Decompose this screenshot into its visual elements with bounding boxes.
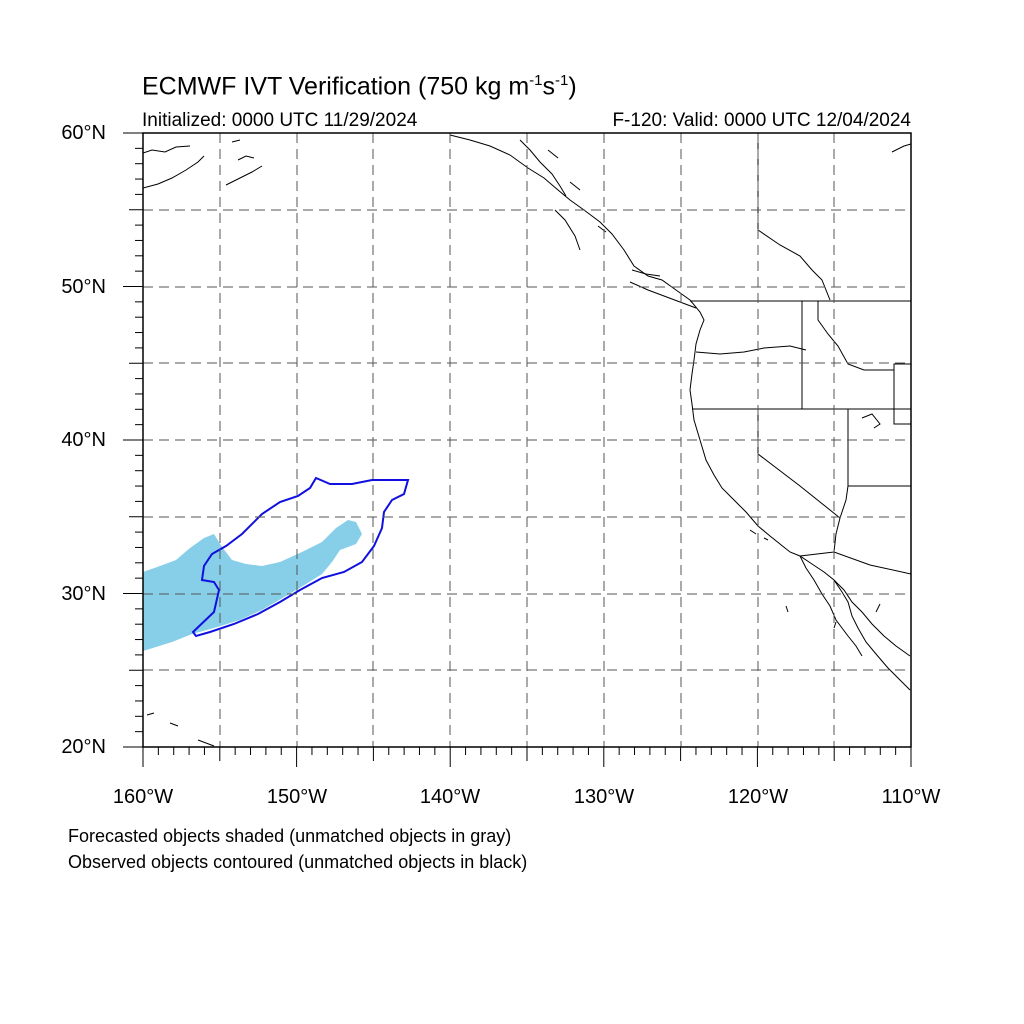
- coastline-baja: [799, 555, 911, 657]
- observed-ivt-contour: [191, 476, 410, 638]
- lat-label-20n: 20°N: [61, 736, 106, 758]
- lon-label-160w: 160°W: [112, 786, 174, 808]
- map-gridlines: [143, 133, 911, 747]
- initialized-time: Initialized: 0000 UTC 11/29/2024: [142, 110, 418, 131]
- axis-ticks: [123, 132, 912, 767]
- valid-time: F-120: Valid: 0000 UTC 12/04/2024: [612, 110, 911, 131]
- coastline-alaska-panhandle: [519, 139, 697, 309]
- lon-label-130w: 130°W: [573, 786, 635, 808]
- forecast-ivt-object: [143, 520, 362, 651]
- island-markers: [749, 529, 881, 629]
- lon-label-150w: 150°W: [266, 786, 328, 808]
- lon-label-120w: 120°W: [727, 786, 789, 808]
- footnote-forecast: Forecasted objects shaded (unmatched obj…: [68, 826, 512, 846]
- state-boundaries: [690, 133, 911, 575]
- coastline-west-coast: [449, 134, 911, 691]
- coastline-far-east: [891, 143, 911, 153]
- lon-label-140w: 140°W: [419, 786, 481, 808]
- lat-label-60n: 60°N: [61, 122, 106, 144]
- footnote-observed: Observed objects contoured (unmatched ob…: [68, 852, 528, 872]
- lat-label-40n: 40°N: [61, 429, 106, 451]
- lon-label-110w: 110°W: [881, 786, 941, 808]
- lat-label-30n: 30°N: [61, 583, 106, 605]
- lat-label-50n: 50°N: [61, 276, 106, 298]
- coastline-alaska: [143, 139, 263, 747]
- map-title: ECMWF IVT Verification (750 kg m-1s-1): [142, 72, 577, 101]
